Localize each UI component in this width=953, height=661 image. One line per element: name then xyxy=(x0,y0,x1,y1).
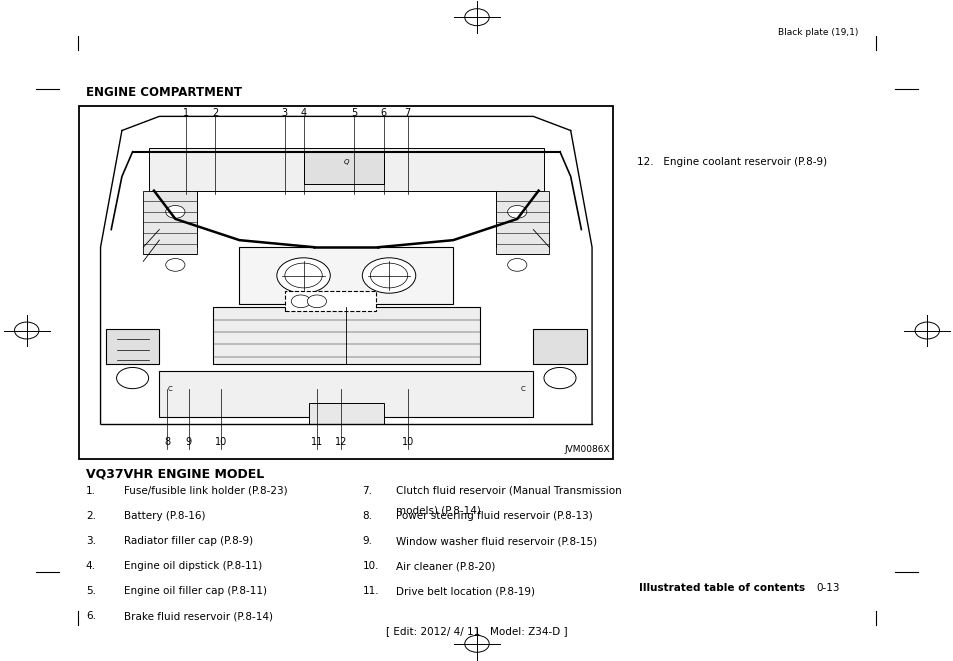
Text: 4.: 4. xyxy=(86,561,95,571)
Bar xyxy=(285,292,375,311)
Text: 12: 12 xyxy=(335,438,347,447)
Text: 4: 4 xyxy=(300,108,306,118)
Text: 10: 10 xyxy=(214,438,227,447)
Bar xyxy=(149,148,543,190)
Text: 7.: 7. xyxy=(362,486,372,496)
Text: Power steering fluid reservoir (P.8-13): Power steering fluid reservoir (P.8-13) xyxy=(395,511,592,521)
Ellipse shape xyxy=(166,258,185,271)
Text: 1.: 1. xyxy=(86,486,95,496)
Text: 9: 9 xyxy=(186,438,192,447)
Bar xyxy=(213,307,479,364)
Text: 8: 8 xyxy=(164,438,171,447)
Text: 7: 7 xyxy=(404,108,411,118)
Text: 10: 10 xyxy=(401,438,414,447)
Bar xyxy=(106,329,159,364)
Ellipse shape xyxy=(285,263,322,288)
Text: Engine oil dipstick (P.8-11): Engine oil dipstick (P.8-11) xyxy=(124,561,262,571)
Text: 11: 11 xyxy=(311,438,323,447)
Text: 6.: 6. xyxy=(86,611,95,621)
Text: Black plate (19,1): Black plate (19,1) xyxy=(778,28,858,38)
Text: Battery (P.8-16): Battery (P.8-16) xyxy=(124,511,205,521)
Bar xyxy=(79,106,613,459)
Text: JVM0086X: JVM0086X xyxy=(563,445,609,454)
Bar xyxy=(533,329,586,364)
Text: C: C xyxy=(519,385,524,392)
Text: 2.: 2. xyxy=(86,511,95,521)
Bar xyxy=(239,247,453,304)
Bar xyxy=(159,371,533,417)
Bar xyxy=(496,190,549,254)
Text: Brake fluid reservoir (P.8-14): Brake fluid reservoir (P.8-14) xyxy=(124,611,273,621)
Ellipse shape xyxy=(362,258,416,293)
Ellipse shape xyxy=(291,295,310,307)
Ellipse shape xyxy=(507,206,526,218)
Text: models) (P.8-14): models) (P.8-14) xyxy=(395,506,480,516)
Text: 10.: 10. xyxy=(362,561,378,571)
Ellipse shape xyxy=(370,263,407,288)
Text: Clutch fluid reservoir (Manual Transmission: Clutch fluid reservoir (Manual Transmiss… xyxy=(395,486,621,496)
Text: 9.: 9. xyxy=(362,536,372,546)
Text: C: C xyxy=(168,385,172,392)
Text: 5.: 5. xyxy=(86,586,95,596)
Text: 5: 5 xyxy=(351,108,357,118)
Text: Window washer fluid reservoir (P.8-15): Window washer fluid reservoir (P.8-15) xyxy=(395,536,597,546)
Text: 6: 6 xyxy=(380,108,386,118)
Bar xyxy=(309,403,383,424)
Ellipse shape xyxy=(166,206,185,218)
Ellipse shape xyxy=(276,258,330,293)
Text: VQ37VHR ENGINE MODEL: VQ37VHR ENGINE MODEL xyxy=(86,468,264,481)
Text: [ Edit: 2012/ 4/ 11   Model: Z34-D ]: [ Edit: 2012/ 4/ 11 Model: Z34-D ] xyxy=(386,626,567,636)
Text: 2: 2 xyxy=(213,108,218,118)
Text: Air cleaner (P.8-20): Air cleaner (P.8-20) xyxy=(395,561,495,571)
Text: Fuse/fusible link holder (P.8-23): Fuse/fusible link holder (P.8-23) xyxy=(124,486,288,496)
Ellipse shape xyxy=(307,295,326,307)
Bar xyxy=(303,152,383,184)
Text: 8.: 8. xyxy=(362,511,372,521)
Text: 1: 1 xyxy=(183,108,189,118)
Text: Radiator filler cap (P.8-9): Radiator filler cap (P.8-9) xyxy=(124,536,253,546)
Ellipse shape xyxy=(116,368,149,389)
Ellipse shape xyxy=(507,258,526,271)
Text: 11.: 11. xyxy=(362,586,378,596)
Text: 0-13: 0-13 xyxy=(816,583,840,593)
Text: 3.: 3. xyxy=(86,536,95,546)
Bar xyxy=(143,190,196,254)
Text: 12.   Engine coolant reservoir (P.8-9): 12. Engine coolant reservoir (P.8-9) xyxy=(637,157,826,167)
Text: Drive belt location (P.8-19): Drive belt location (P.8-19) xyxy=(395,586,535,596)
Ellipse shape xyxy=(543,368,576,389)
Text: ENGINE COMPARTMENT: ENGINE COMPARTMENT xyxy=(86,86,242,99)
Text: 3: 3 xyxy=(281,108,288,118)
Text: Q: Q xyxy=(343,159,349,165)
Text: Illustrated table of contents: Illustrated table of contents xyxy=(639,583,812,593)
Text: Engine oil filler cap (P.8-11): Engine oil filler cap (P.8-11) xyxy=(124,586,267,596)
